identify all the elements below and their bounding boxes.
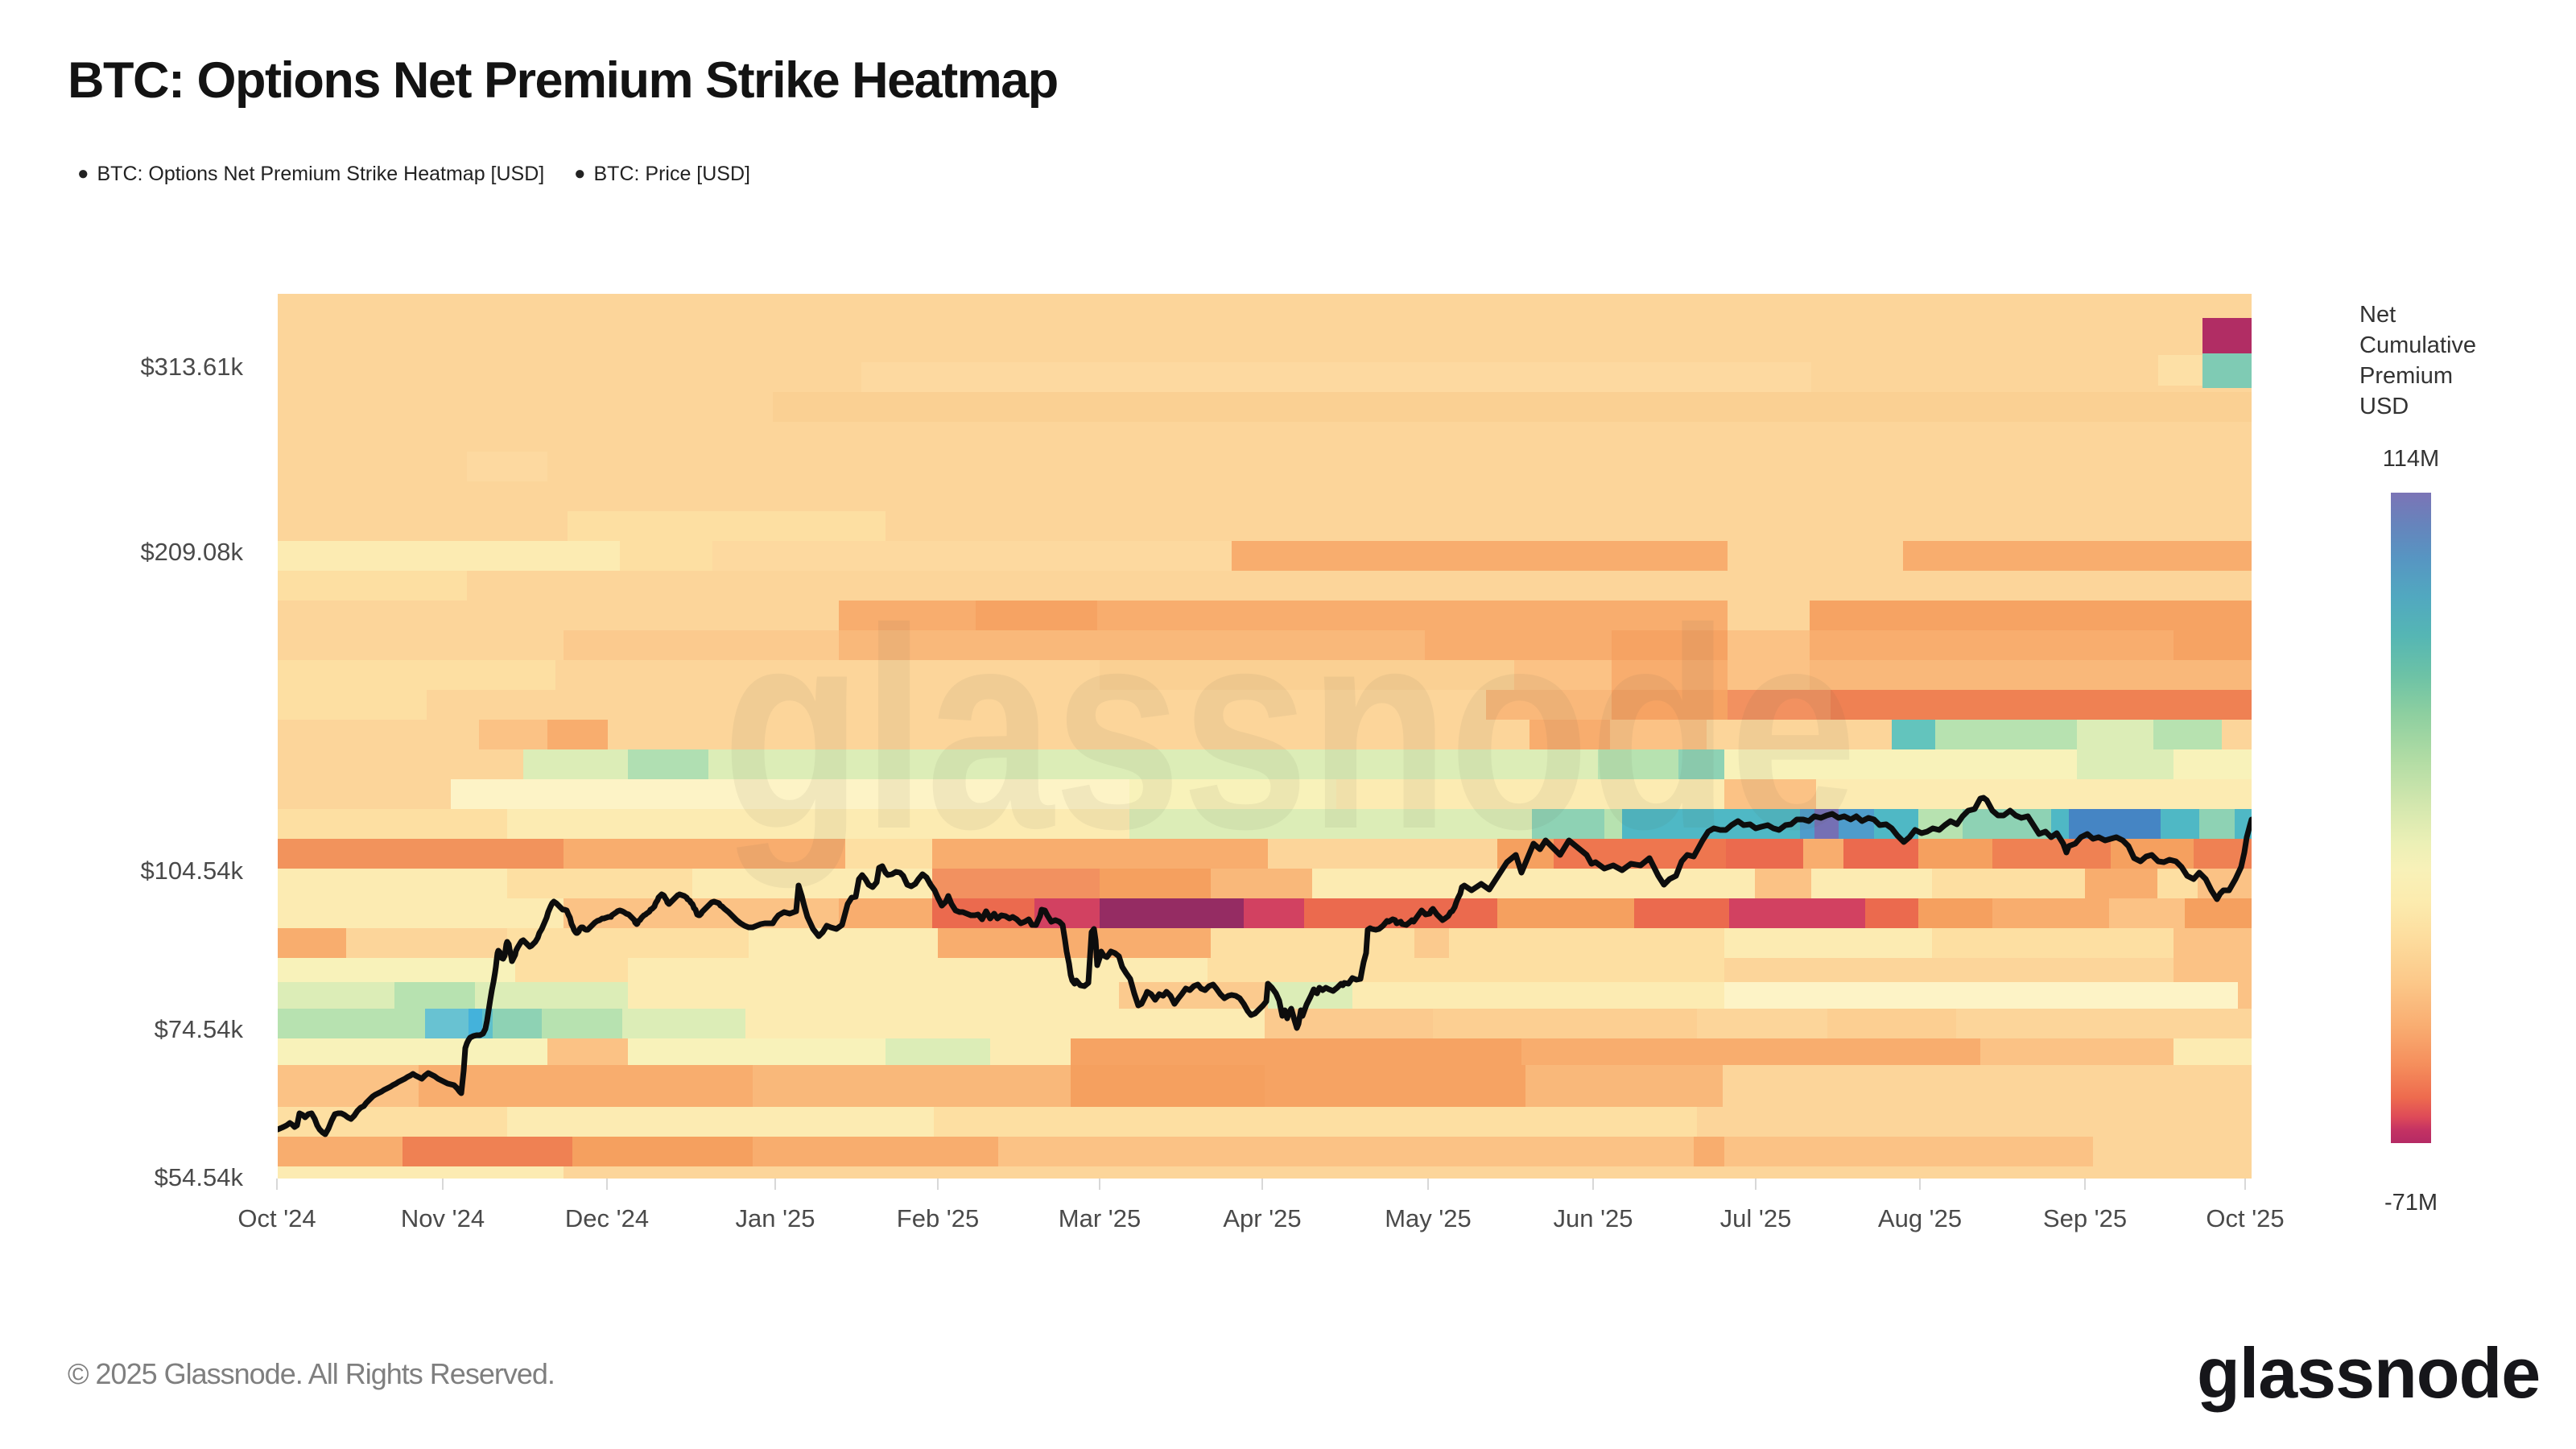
svg-text:glassnode: glassnode — [722, 570, 1857, 890]
